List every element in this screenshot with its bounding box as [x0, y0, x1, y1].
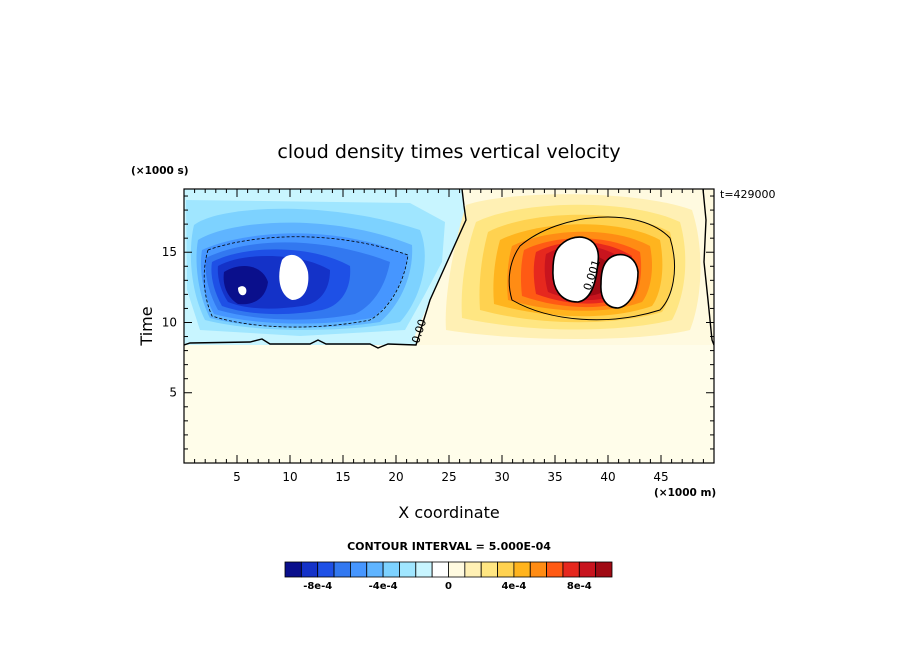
colorbar-swatch [399, 561, 417, 578]
colorbar-tick-label: -4e-4 [369, 581, 398, 592]
colorbar-tick-label: -8e-4 [303, 581, 332, 592]
x-tick-label: 5 [233, 470, 241, 484]
colorbar-swatch [415, 561, 433, 578]
colorbar-swatch [562, 561, 580, 578]
colorbar-swatch [333, 561, 351, 578]
colorbar-tick-label: 8e-4 [567, 581, 592, 592]
colorbar-tick-label: 4e-4 [501, 581, 526, 592]
negative-cell-hole-2 [238, 286, 247, 296]
x-tick-label: 45 [653, 470, 668, 484]
colorbar-swatch [382, 561, 400, 578]
y-tick-label: 15 [162, 245, 177, 259]
positive-contour-hole-1 [552, 236, 600, 303]
negative-cell-core [223, 266, 268, 305]
colorbar-swatch [317, 561, 335, 578]
y-axis: 5 10 15 [162, 195, 714, 450]
y-tick-label: 5 [169, 386, 177, 400]
x-tick-label: 15 [335, 470, 350, 484]
x-tick-label: 35 [547, 470, 562, 484]
x-tick-label: 10 [282, 470, 297, 484]
y-unit-label: (×1000 s) [131, 165, 189, 177]
colorbar-swatch [480, 561, 498, 578]
x-tick-label: 20 [388, 470, 403, 484]
negative-contour-line [203, 236, 409, 328]
positive-cell-hole-1 [552, 237, 599, 302]
x-tick-label: 25 [441, 470, 456, 484]
y-tick-label: 10 [162, 315, 177, 329]
contour-interval: CONTOUR INTERVAL = 5.000E-04 [347, 540, 551, 553]
colorbar-swatch [464, 561, 482, 578]
positive-cell-hole-2 [600, 254, 638, 308]
colorbar: -8e-4 -4e-4 0 4e-4 8e-4 [284, 561, 613, 592]
time-annotation: t=429000 [720, 188, 776, 201]
x-tick-label: 30 [494, 470, 509, 484]
colorbar-swatch [513, 561, 531, 578]
zero-contour-right-edge [702, 189, 714, 346]
negative-cell-hole-1 [279, 254, 309, 300]
colorbar-swatch [529, 561, 548, 578]
zero-contour-line [184, 189, 467, 349]
colorbar-swatch [431, 561, 449, 578]
x-axis: 5 10 15 20 25 30 35 40 45 [194, 189, 704, 484]
colorbar-swatch [366, 561, 384, 578]
colorbar-tick-label: 0 [445, 581, 452, 592]
x-axis-label: X coordinate [398, 503, 499, 522]
x-tick-label: 40 [600, 470, 615, 484]
colorbar-swatch [284, 561, 302, 578]
x-unit-label: (×1000 m) [654, 487, 716, 499]
colorbar-swatch [546, 561, 564, 578]
colorbar-swatch [349, 561, 368, 578]
colorbar-swatch [578, 561, 597, 578]
colorbar-swatch [448, 561, 466, 578]
colorbar-swatch [595, 561, 613, 578]
colorbar-swatch [300, 561, 319, 578]
y-axis-label: Time [137, 306, 156, 346]
positive-contour-hole-2 [600, 253, 639, 309]
positive-contour-line [508, 216, 676, 321]
colorbar-swatch [497, 561, 515, 578]
plot-area [184, 189, 714, 463]
chart-title: cloud density times vertical velocity [277, 141, 620, 163]
